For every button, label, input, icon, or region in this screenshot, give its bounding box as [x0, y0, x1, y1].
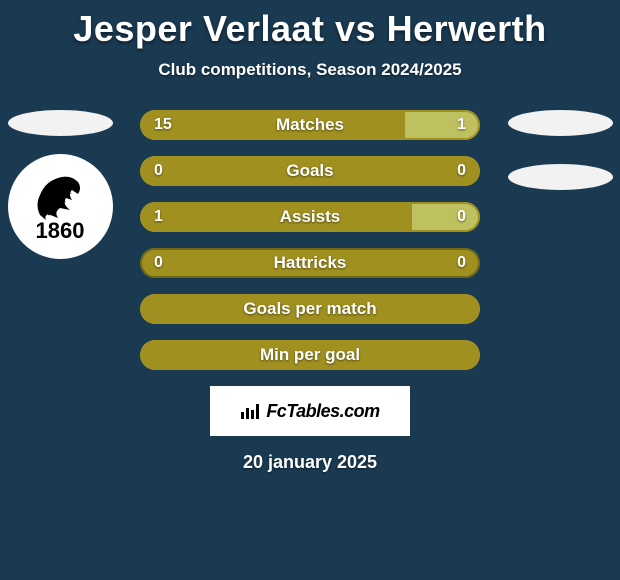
crest-year: 1860: [36, 218, 85, 244]
stat-row: 00Hattricks: [140, 248, 480, 278]
player-left-club-crest: 1860: [8, 154, 113, 259]
stat-label: Assists: [140, 202, 480, 232]
player-left-column: 1860: [5, 110, 115, 259]
comparison-subtitle: Club competitions, Season 2024/2025: [0, 60, 620, 80]
player-right-column: [505, 110, 615, 208]
stat-label: Min per goal: [140, 340, 480, 370]
stat-label: Goals per match: [140, 294, 480, 324]
stat-label: Matches: [140, 110, 480, 140]
player-right-name-oval: [508, 110, 613, 136]
brand-footer: FcTables.com: [210, 386, 410, 436]
lion-icon: [30, 170, 90, 220]
snapshot-date: 20 january 2025: [0, 452, 620, 473]
comparison-title: Jesper Verlaat vs Herwerth: [0, 0, 620, 50]
brand-text: FcTables.com: [266, 401, 379, 422]
stat-row: 00Goals: [140, 156, 480, 186]
stat-row: 151Matches: [140, 110, 480, 140]
player-right-club-oval: [508, 164, 613, 190]
stat-label: Hattricks: [140, 248, 480, 278]
player-left-name-oval: [8, 110, 113, 136]
stat-row: Goals per match: [140, 294, 480, 324]
bar-chart-icon: [240, 402, 262, 420]
comparison-body: 1860 151Matches 00Goals 10Assists 00Hattric…: [0, 110, 620, 370]
stat-rows: 151Matches 00Goals 10Assists 00Hattricks Goa…: [140, 110, 480, 370]
stat-row: Min per goal: [140, 340, 480, 370]
stat-label: Goals: [140, 156, 480, 186]
stat-row: 10Assists: [140, 202, 480, 232]
